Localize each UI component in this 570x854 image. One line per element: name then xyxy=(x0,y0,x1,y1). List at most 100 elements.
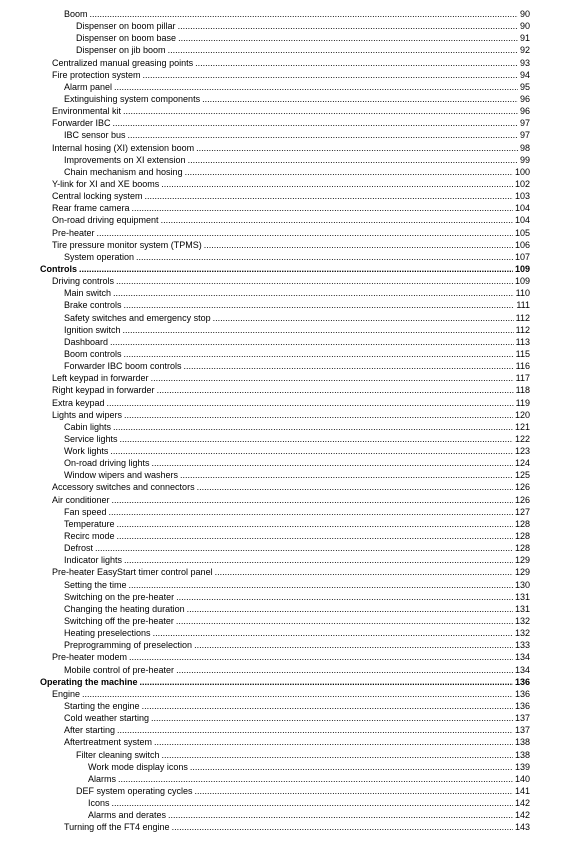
toc-leader-dots xyxy=(151,627,513,636)
toc-leader-dots xyxy=(122,409,513,418)
toc-page-number: 138 xyxy=(513,736,530,748)
toc-page-number: 141 xyxy=(513,785,530,797)
toc-label: System operation xyxy=(64,251,134,263)
toc-label: Heating preselections xyxy=(64,627,151,639)
toc-page-number: 126 xyxy=(513,494,530,506)
toc-row: Engine136 xyxy=(40,688,530,700)
toc-label: Central locking system xyxy=(52,190,143,202)
toc-page-number: 125 xyxy=(513,469,530,481)
toc-page-number: 137 xyxy=(513,712,530,724)
toc-page-number: 128 xyxy=(513,542,530,554)
toc-leader-dots xyxy=(111,421,513,430)
toc-label: After starting xyxy=(64,724,115,736)
toc-row: Work lights123 xyxy=(40,445,530,457)
toc-label: Centralized manual greasing points xyxy=(52,57,193,69)
toc-leader-dots xyxy=(213,566,513,575)
toc-row: Setting the time130 xyxy=(40,579,530,591)
toc-row: On-road driving equipment104 xyxy=(40,214,530,226)
toc-page-number: 124 xyxy=(513,457,530,469)
toc-label: On-road driving equipment xyxy=(52,214,159,226)
toc-row: Boom90 xyxy=(40,8,530,20)
toc-page-number: 120 xyxy=(513,409,530,421)
toc-page-number: 105 xyxy=(513,227,530,239)
toc-leader-dots xyxy=(77,263,513,272)
toc-page-number: 133 xyxy=(513,639,530,651)
toc-row: IBC sensor bus97 xyxy=(40,129,530,141)
toc-page-number: 92 xyxy=(518,44,530,56)
toc-row: Air conditioner126 xyxy=(40,494,530,506)
toc-leader-dots xyxy=(195,481,513,490)
toc-label: Work mode display icons xyxy=(88,761,188,773)
toc-row: Turning off the FT4 engine143 xyxy=(40,821,530,833)
toc-page-number: 132 xyxy=(513,615,530,627)
toc-leader-dots xyxy=(108,445,513,454)
toc-row: After starting137 xyxy=(40,724,530,736)
toc-label: IBC sensor bus xyxy=(64,129,126,141)
toc-leader-dots xyxy=(126,129,518,138)
toc-row: Extra keypad119 xyxy=(40,397,530,409)
toc-row: Environmental kit96 xyxy=(40,105,530,117)
toc-page-number: 139 xyxy=(513,761,530,773)
toc-row: Indicator lights129 xyxy=(40,554,530,566)
toc-label: Work lights xyxy=(64,445,108,457)
toc-leader-dots xyxy=(105,397,514,406)
toc-page-number: 118 xyxy=(514,384,530,396)
toc-page-number: 136 xyxy=(513,700,530,712)
toc-page-number: 102 xyxy=(513,178,530,190)
toc-row: Preprogramming of preselection 133 xyxy=(40,639,530,651)
toc-leader-dots xyxy=(183,166,513,175)
toc-page-number: 110 xyxy=(514,287,530,299)
toc-leader-dots xyxy=(118,433,513,442)
toc-leader-dots xyxy=(122,554,513,563)
toc-label: Pre-heater EasyStart timer control panel xyxy=(52,566,213,578)
toc-label: Dispenser on boom base xyxy=(76,32,176,44)
toc-row: Starting the engine136 xyxy=(40,700,530,712)
toc-label: Right keypad in forwarder xyxy=(52,384,155,396)
toc-page-number: 98 xyxy=(518,142,530,154)
toc-leader-dots xyxy=(115,724,513,733)
toc-label: Switching on the pre-heater xyxy=(64,591,174,603)
toc-row: Centralized manual greasing points93 xyxy=(40,57,530,69)
toc-label: Boom controls xyxy=(64,348,122,360)
toc-page-number: 140 xyxy=(513,773,530,785)
toc-row: Accessory switches and connectors126 xyxy=(40,481,530,493)
toc-label: Rear frame camera xyxy=(52,202,130,214)
toc-label: Mobile control of pre-heater xyxy=(64,664,174,676)
toc-row: Brake controls111 xyxy=(40,299,530,311)
toc-label: Alarms and derates xyxy=(88,809,166,821)
toc-row: DEF system operating cycles141 xyxy=(40,785,530,797)
toc-label: Preprogramming of preselection xyxy=(64,639,192,651)
toc-page-number: 103 xyxy=(513,190,530,202)
toc-page-number: 138 xyxy=(513,749,530,761)
toc-label: Aftertreatment system xyxy=(64,736,152,748)
toc-label: Left keypad in forwarder xyxy=(52,372,149,384)
toc-page-number: 134 xyxy=(513,664,530,676)
toc-label: Cold weather starting xyxy=(64,712,149,724)
toc-leader-dots xyxy=(134,251,513,260)
toc-row: Right keypad in forwarder 118 xyxy=(40,384,530,396)
toc-page-number: 106 xyxy=(513,239,530,251)
toc-page-number: 112 xyxy=(514,312,530,324)
toc-leader-dots xyxy=(150,457,513,466)
toc-page-number: 94 xyxy=(518,69,530,81)
toc-row: Controls109 xyxy=(40,263,530,275)
toc-row: Fan speed127 xyxy=(40,506,530,518)
toc-label: Extra keypad xyxy=(52,397,105,409)
toc-label: Main switch xyxy=(64,287,111,299)
toc-leader-dots xyxy=(127,651,513,660)
toc-leader-dots xyxy=(130,202,513,211)
toc-page-number: 136 xyxy=(513,676,530,688)
toc-page-number: 90 xyxy=(518,20,530,32)
toc-row: Lights and wipers120 xyxy=(40,409,530,421)
toc-leader-dots xyxy=(159,178,513,187)
toc-label: Environmental kit xyxy=(52,105,121,117)
toc-leader-dots xyxy=(149,372,514,381)
toc-label: Changing the heating duration xyxy=(64,603,185,615)
toc-page-number: 115 xyxy=(514,348,530,360)
toc-row: Dispenser on boom base91 xyxy=(40,32,530,44)
toc-leader-dots xyxy=(159,214,513,223)
toc-leader-dots xyxy=(200,93,518,102)
toc-page-number: 134 xyxy=(513,651,530,663)
toc-page-number: 112 xyxy=(514,324,530,336)
toc-row: Pre-heater modem134 xyxy=(40,651,530,663)
